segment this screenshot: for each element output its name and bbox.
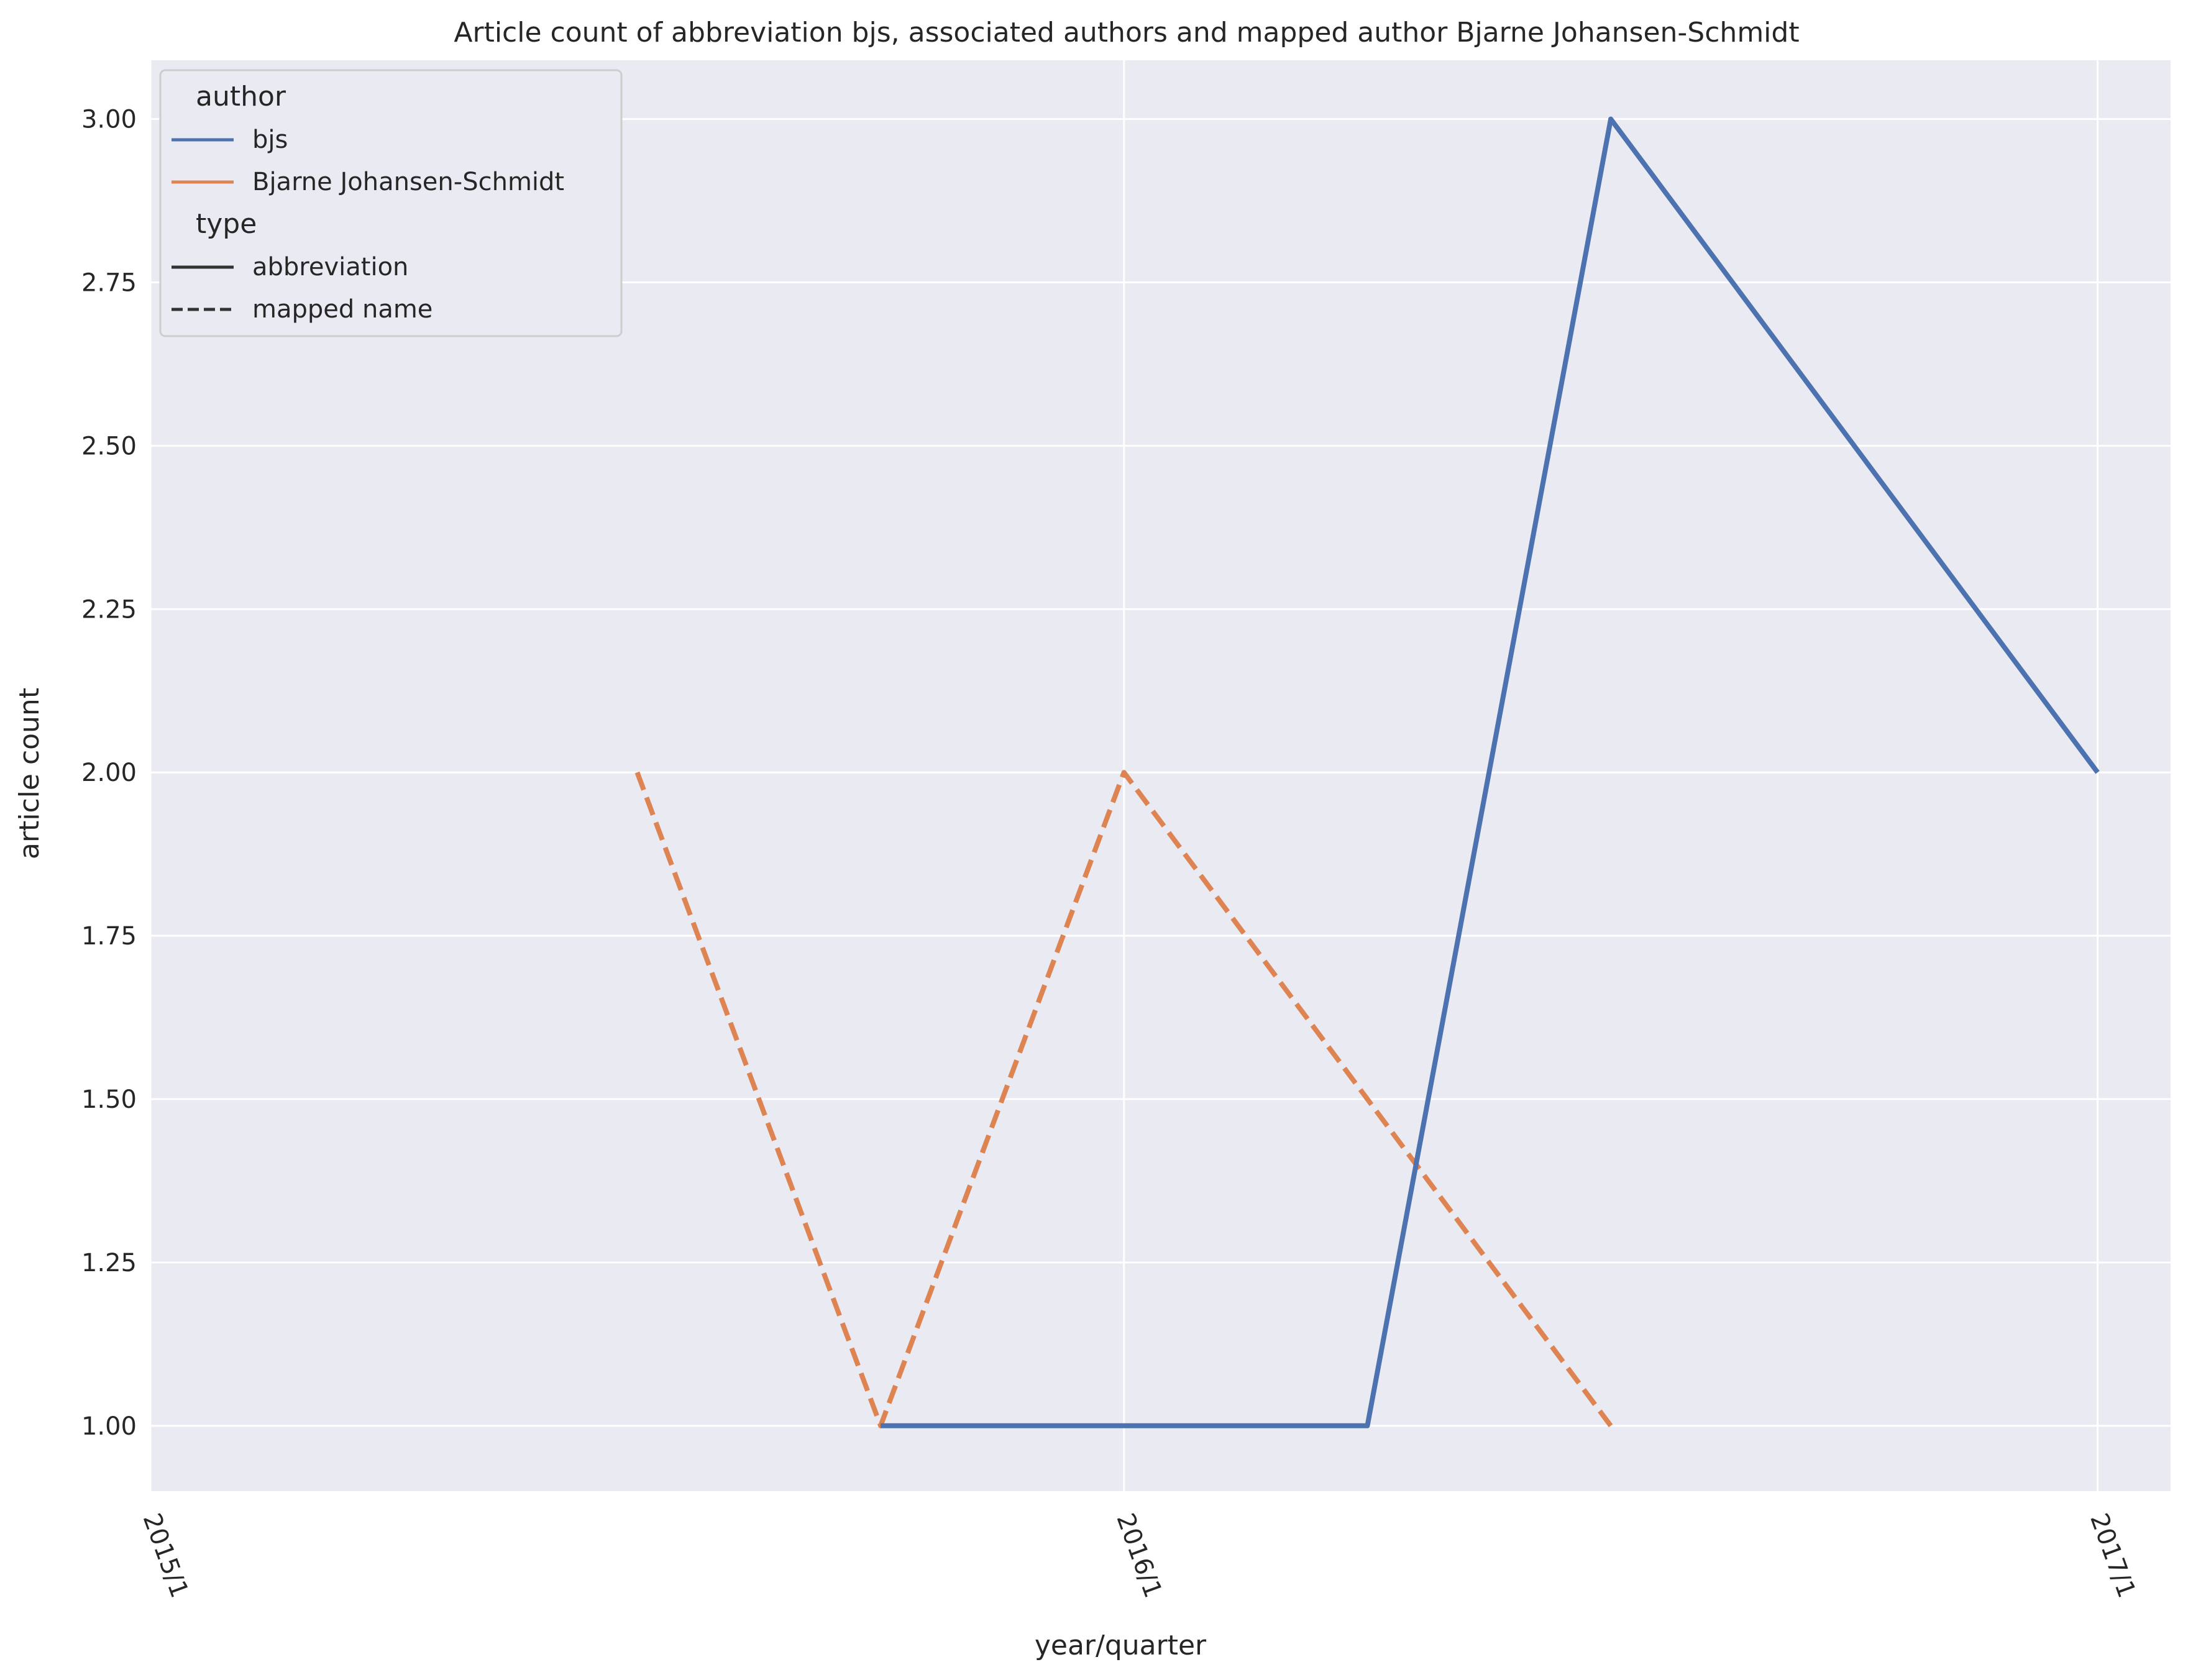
chart-title: Article count of abbreviation bjs, assoc… [454, 17, 1799, 48]
y-axis-label: article count [14, 688, 45, 859]
y-tick-label: 2.75 [81, 269, 137, 298]
y-tick-label: 1.50 [81, 1085, 137, 1114]
legend-label-bjarne: Bjarne Johansen-Schmidt [252, 168, 564, 196]
y-tick-label: 1.25 [81, 1249, 137, 1277]
legend-box [159, 69, 623, 337]
y-tick-label: 2.25 [81, 595, 137, 624]
legend-label-mapped-name: mapped name [252, 295, 433, 324]
series-layer [634, 116, 2100, 1428]
y-axis-ticks: 1.00 1.25 1.50 1.75 2.00 2.25 2.50 2.75 3.00 [81, 106, 137, 1441]
y-tick-label: 1.00 [81, 1412, 137, 1441]
legend-label-bjs: bjs [252, 126, 288, 154]
series-line-bjarne-johansen-schmidt [634, 770, 1613, 1428]
x-axis-label: year/quarter [1035, 1630, 1207, 1661]
legend-label-abbreviation: abbreviation [252, 253, 408, 281]
series-line-bjs [881, 116, 2100, 1428]
y-tick-label: 2.00 [81, 759, 137, 787]
legend: author bjs Bjarne Johansen-Schmidt type … [159, 69, 623, 337]
y-tick-label: 2.50 [81, 432, 137, 460]
legend-title-author: author [196, 81, 286, 112]
legend-title-type: type [196, 208, 257, 240]
y-tick-label: 3.00 [81, 106, 137, 134]
y-tick-label: 1.75 [81, 922, 137, 951]
